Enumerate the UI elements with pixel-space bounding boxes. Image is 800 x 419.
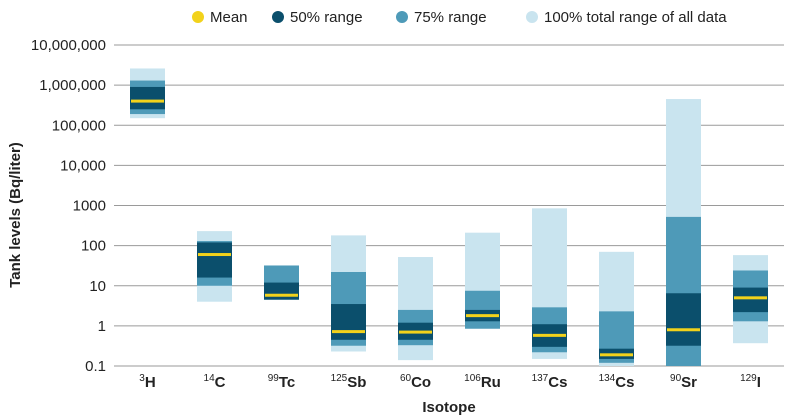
y-axis-title: Tank levels (Bq/liter) xyxy=(7,142,24,288)
isotope-symbol: Cs xyxy=(548,374,567,391)
legend-dot-icon xyxy=(192,11,204,23)
legend-label: 100% total range of all data xyxy=(544,9,727,26)
x-category-label: 14C xyxy=(204,373,226,391)
legend-item-r50: 50% range xyxy=(272,9,363,26)
bar-75-range xyxy=(465,290,500,329)
y-tick-label: 10 xyxy=(89,278,106,295)
legend-item-mean: Mean xyxy=(192,9,248,26)
x-category-label: 129I xyxy=(740,373,761,391)
bar-group-co60 xyxy=(398,257,433,361)
legend-dot-icon xyxy=(396,11,408,23)
isotope-symbol: H xyxy=(145,374,156,391)
y-tick-label: 10,000,000 xyxy=(31,37,106,54)
x-category-label: 137Cs xyxy=(532,373,568,391)
legend-label: Mean xyxy=(210,9,248,26)
legend-item-r75: 75% range xyxy=(396,9,487,26)
isotope-mass-number: 129 xyxy=(740,373,757,384)
legend-label: 50% range xyxy=(290,9,363,26)
isotope-symbol: Sr xyxy=(681,374,697,391)
mean-marker xyxy=(734,296,767,300)
y-tick-label: 100 xyxy=(81,238,106,255)
isotope-symbol: C xyxy=(215,374,226,391)
mean-marker xyxy=(131,99,164,103)
isotope-mass-number: 60 xyxy=(400,373,412,384)
isotope-symbol: Tc xyxy=(279,374,295,391)
legend-dot-icon xyxy=(272,11,284,23)
bar-group-sb125 xyxy=(331,235,366,352)
mean-marker xyxy=(667,328,700,332)
isotope-mass-number: 14 xyxy=(204,373,216,384)
bar-50-range xyxy=(733,287,768,313)
isotope-mass-number: 99 xyxy=(268,373,280,384)
bars xyxy=(130,68,768,366)
isotope-mass-number: 134 xyxy=(599,373,616,384)
bar-50-range xyxy=(666,293,701,346)
mean-marker xyxy=(600,353,633,357)
bar-group-h3 xyxy=(130,68,165,119)
y-tick-label: 100,000 xyxy=(52,117,106,134)
isotope-mass-number: 3 xyxy=(139,373,145,384)
legend: Mean 50% range 75% range 100% total range o… xyxy=(192,9,727,26)
isotope-symbol: I xyxy=(757,374,761,391)
isotope-mass-number: 106 xyxy=(464,373,481,384)
legend-label: 75% range xyxy=(414,9,487,26)
mean-marker xyxy=(466,314,499,318)
x-category-label: 106Ru xyxy=(464,373,501,391)
bar-group-sr90 xyxy=(666,99,701,366)
isotope-symbol: Cs xyxy=(615,374,634,391)
isotope-mass-number: 125 xyxy=(331,373,348,384)
bar-group-cs134 xyxy=(599,251,634,366)
isotope-symbol: Co xyxy=(411,374,431,391)
bar-group-ru106 xyxy=(465,232,500,329)
x-category-label: 60Co xyxy=(400,373,431,391)
mean-marker xyxy=(533,333,566,337)
bar-group-i129 xyxy=(733,255,768,344)
isotope-mass-number: 137 xyxy=(532,373,549,384)
bar-group-tc99 xyxy=(264,265,299,300)
bar-50-range xyxy=(264,282,299,300)
isotope-symbol: Sb xyxy=(347,374,366,391)
y-tick-labels: 0.1 1 10 100 1000 10,000 100,000 1,000,000 10,00… xyxy=(31,37,106,375)
x-category-label: 99Tc xyxy=(268,373,296,391)
bar-50-range xyxy=(197,242,232,278)
x-category-label: 125Sb xyxy=(331,373,367,391)
legend-item-r100: 100% total range of all data xyxy=(526,9,727,26)
bar-group-cs137 xyxy=(532,208,567,359)
y-tick-label: 0.1 xyxy=(85,358,106,375)
mean-marker xyxy=(332,330,365,334)
isotope-symbol: Ru xyxy=(481,374,501,391)
bar-50-range xyxy=(130,86,165,110)
x-category-label: 3H xyxy=(139,373,155,391)
y-tick-label: 10,000 xyxy=(60,157,106,174)
bar-50-range xyxy=(331,304,366,340)
x-axis-title: Isotope xyxy=(422,399,475,416)
isotope-mass-number: 90 xyxy=(670,373,682,384)
x-category-label: 90Sr xyxy=(670,373,697,391)
y-tick-label: 1 xyxy=(98,318,106,335)
mean-marker xyxy=(399,330,432,334)
mean-marker xyxy=(265,293,298,297)
bar-group-c14 xyxy=(197,231,232,302)
mean-marker xyxy=(198,253,231,257)
x-category-label: 134Cs xyxy=(599,373,635,391)
y-tick-label: 1000 xyxy=(73,198,106,215)
legend-dot-icon xyxy=(526,11,538,23)
y-tick-label: 1,000,000 xyxy=(39,77,106,94)
x-category-labels: 3H 14C 99Tc 125Sb 60Co 106Ru 137Cs 134Cs 90Sr 129… xyxy=(139,373,761,391)
